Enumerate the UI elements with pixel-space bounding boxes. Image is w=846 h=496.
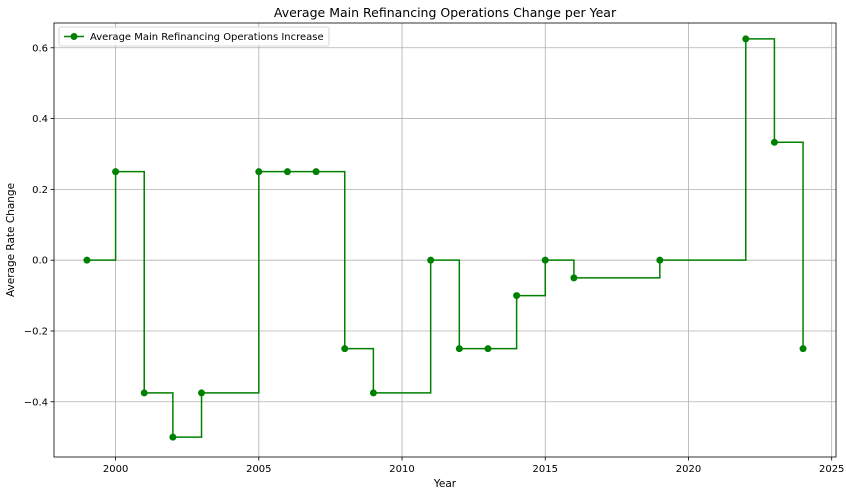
y-tick-label: 0.6 bbox=[32, 43, 48, 54]
data-point bbox=[283, 168, 291, 176]
y-tick-label: 0.4 bbox=[32, 114, 48, 125]
x-tick-label: 2025 bbox=[819, 464, 844, 475]
data-point bbox=[455, 345, 463, 353]
data-point bbox=[541, 256, 549, 264]
plot-frame bbox=[53, 22, 837, 458]
legend-marker-swatch bbox=[70, 33, 78, 40]
y-tick-label: −0.4 bbox=[24, 397, 48, 408]
x-axis-label: Year bbox=[433, 478, 457, 490]
legend: Average Main Refinancing Operations Incr… bbox=[58, 26, 330, 47]
data-point bbox=[341, 345, 349, 353]
data-point bbox=[369, 389, 377, 397]
data-point bbox=[484, 345, 492, 353]
series-layer bbox=[83, 35, 807, 441]
data-point bbox=[656, 256, 664, 264]
y-axis-ticks: −0.4 −0.2 0.0 0.2 0.4 0.6 bbox=[24, 43, 54, 408]
data-point bbox=[742, 35, 750, 43]
x-tick-label: 2010 bbox=[389, 464, 414, 475]
data-point bbox=[140, 389, 148, 397]
data-point bbox=[799, 345, 807, 353]
series-step-line bbox=[86, 38, 804, 438]
data-point bbox=[83, 256, 91, 264]
y-axis-label: Average Rate Change bbox=[5, 183, 17, 297]
data-point bbox=[427, 256, 435, 264]
data-point bbox=[255, 168, 263, 176]
y-tick-label: 0.2 bbox=[32, 185, 48, 196]
data-point bbox=[112, 168, 120, 176]
chart-title: Average Main Refinancing Operations Chan… bbox=[274, 5, 617, 20]
data-point bbox=[770, 138, 778, 146]
data-point bbox=[570, 274, 578, 282]
y-tick-label: 0.0 bbox=[32, 256, 48, 267]
y-tick-label: −0.2 bbox=[24, 326, 48, 337]
data-point bbox=[312, 168, 320, 176]
x-axis-ticks: 2000 2005 2010 2015 2020 2025 bbox=[103, 457, 844, 475]
legend-series-label: Average Main Refinancing Operations Incr… bbox=[90, 32, 324, 43]
x-tick-label: 2005 bbox=[246, 464, 271, 475]
x-tick-label: 2000 bbox=[103, 464, 128, 475]
data-point bbox=[169, 433, 177, 441]
data-point bbox=[513, 292, 521, 300]
legend-box bbox=[58, 26, 330, 47]
x-tick-label: 2015 bbox=[533, 464, 558, 475]
x-tick-label: 2020 bbox=[676, 464, 701, 475]
data-point bbox=[198, 389, 206, 397]
